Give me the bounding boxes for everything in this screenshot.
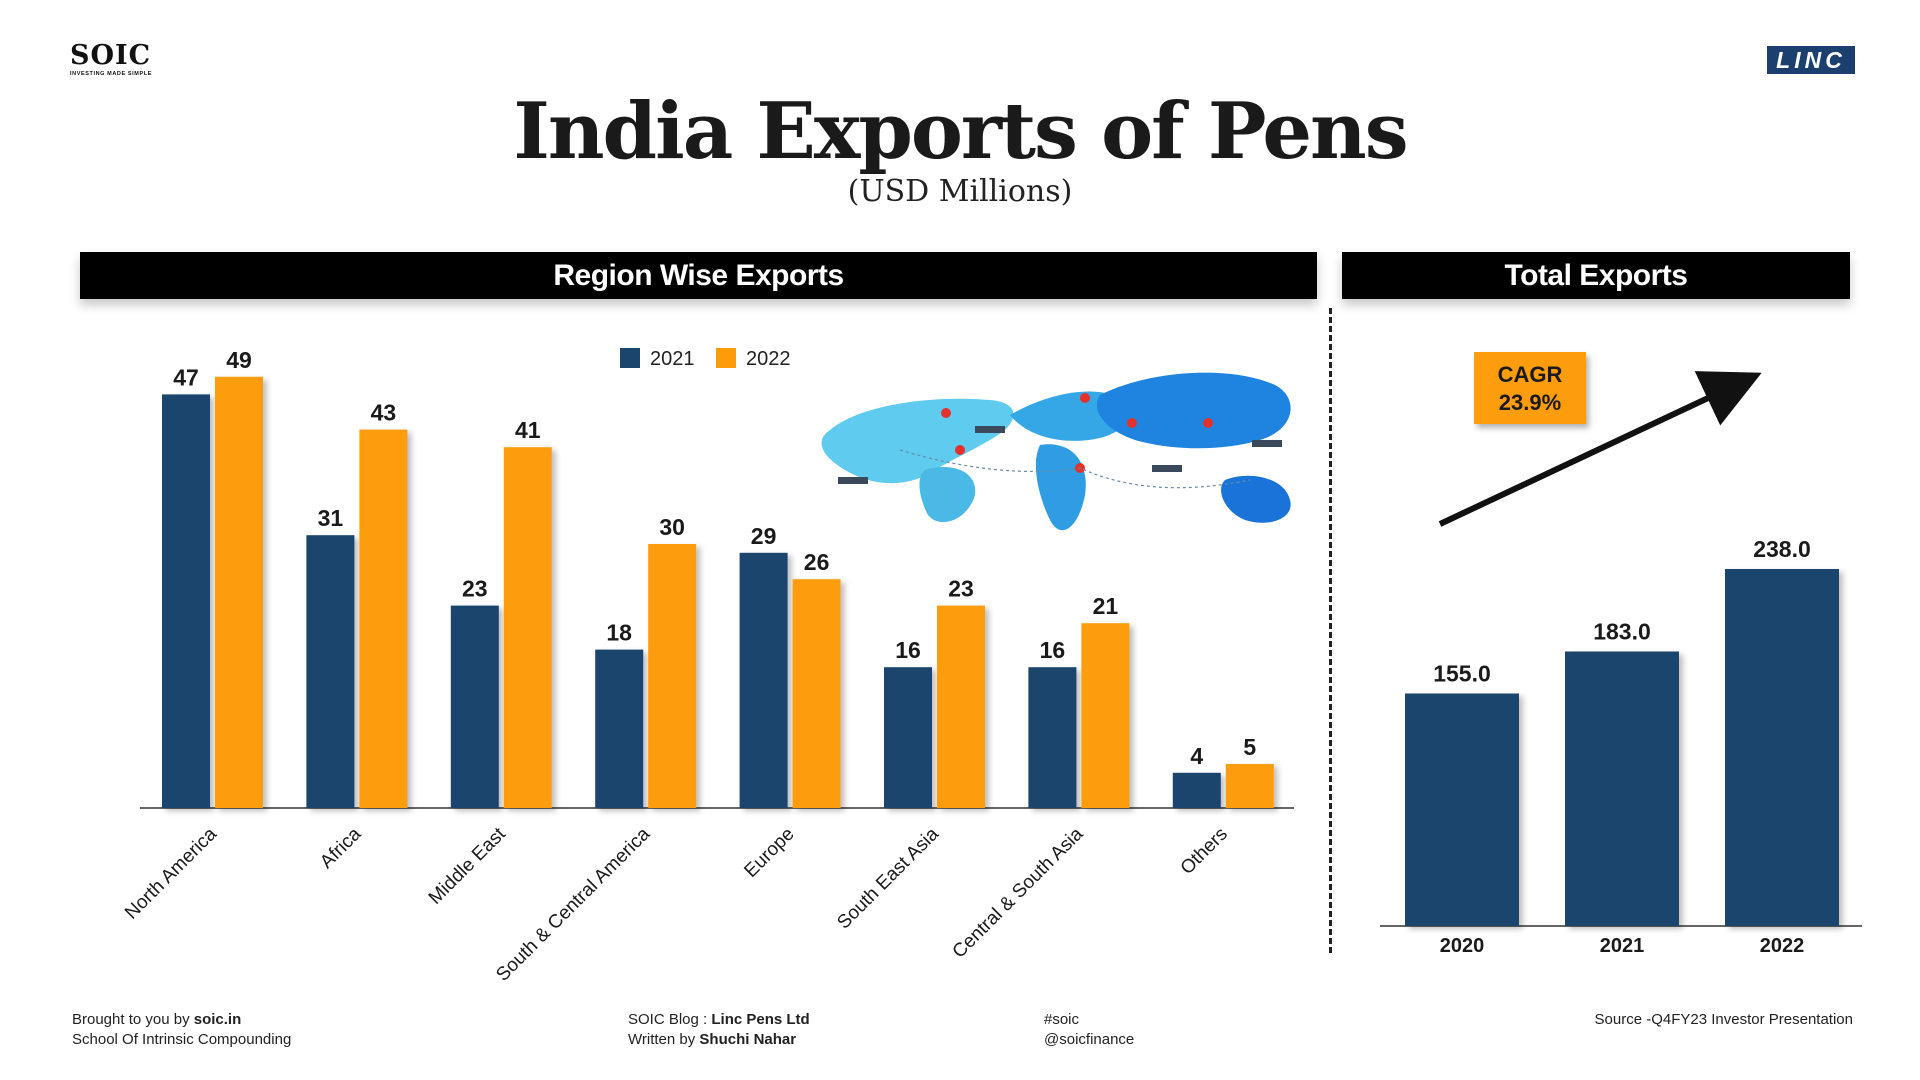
cagr-label: CAGR <box>1498 362 1563 387</box>
bar-2022 <box>937 605 985 808</box>
soic-logo-text: SOIC <box>70 40 152 71</box>
footer-social: #soic @soicfinance <box>1044 1010 1134 1050</box>
footer-author: Shuchi Nahar <box>699 1031 797 1048</box>
bar-value-label: 41 <box>515 417 541 443</box>
category-tick-label: Others <box>1177 824 1232 879</box>
legend-label-2022: 2022 <box>746 348 791 370</box>
bar-2021 <box>884 667 932 808</box>
bar-value-label: 26 <box>804 549 830 575</box>
region-exports-banner: Region Wise Exports <box>80 252 1317 299</box>
category-tick-label: South East Asia <box>833 823 943 933</box>
linc-logo: LINC <box>1767 46 1855 74</box>
bar-value-label: 21 <box>1093 593 1119 619</box>
year-tick-label: 2021 <box>1600 935 1645 957</box>
growth-arrow <box>1438 371 1762 527</box>
total-bar <box>1725 569 1839 926</box>
year-tick-label: 2020 <box>1440 935 1485 957</box>
cagr-box: CAGR 23.9% <box>1474 352 1586 424</box>
chart-legend: 2021 2022 <box>620 348 791 370</box>
bar-2021 <box>595 649 644 808</box>
bar-2021 <box>162 394 210 808</box>
footer-author-prefix: Written by <box>628 1031 700 1048</box>
bar-2021 <box>306 535 355 808</box>
footer-hashtag: #soic <box>1044 1011 1080 1028</box>
bar-value-label: 16 <box>1040 637 1066 663</box>
bar-value-label: 18 <box>606 620 632 646</box>
map-pin-icon <box>1075 463 1085 473</box>
bar-2021 <box>1028 667 1077 808</box>
world-map-illustration <box>821 372 1291 531</box>
bar-2021 <box>739 552 788 808</box>
map-pin-icon <box>941 408 951 418</box>
ship-icon <box>1152 465 1182 472</box>
page-title: India Exports of Pens <box>513 86 1408 177</box>
bar-2022 <box>215 376 263 808</box>
bar-value-label: 43 <box>371 400 397 426</box>
total-bar <box>1565 651 1679 926</box>
bar-value-label: 23 <box>948 576 974 602</box>
bar-value-label: 5 <box>1243 734 1256 760</box>
cagr-value: 23.9% <box>1499 390 1561 415</box>
ship-icon <box>838 477 868 484</box>
page-subtitle: (USD Millions) <box>847 174 1073 209</box>
footer-blog-prefix: SOIC Blog : <box>628 1011 712 1028</box>
category-tick-label: Middle East <box>425 823 511 909</box>
bar-value-label: 47 <box>173 364 199 390</box>
ship-icon <box>1252 440 1282 447</box>
legend-label-2021: 2021 <box>650 348 695 370</box>
footer-source: Source -Q4FY23 Investor Presentation <box>1594 1011 1853 1028</box>
footer-credit: Brought to you by soic.in School Of Intr… <box>72 1010 291 1050</box>
soic-logo-tagline: INVESTING MADE SIMPLE <box>70 71 152 77</box>
category-tick-label: Africa <box>316 823 365 872</box>
total-exports-chart: 155.0 2020 183.0 2021 238.0 2022 <box>1380 536 1862 957</box>
map-pin-icon <box>1203 418 1213 428</box>
bar-2022 <box>1081 623 1130 808</box>
total-bar <box>1405 693 1519 926</box>
legend-swatch-2021 <box>620 348 640 368</box>
map-pin-icon <box>955 445 965 455</box>
category-tick-label: Central & South Asia <box>949 823 1088 962</box>
bar-value-label: 31 <box>318 505 344 531</box>
footer-handle: @soicfinance <box>1044 1031 1135 1048</box>
bar-2021 <box>1172 772 1221 808</box>
total-bar-value-label: 238.0 <box>1753 536 1811 562</box>
panel-divider <box>1329 308 1332 953</box>
legend-swatch-2022 <box>716 348 736 368</box>
bar-2021 <box>450 605 499 808</box>
bar-value-label: 30 <box>659 514 685 540</box>
footer-blog: SOIC Blog : Linc Pens Ltd Written by Shu… <box>628 1010 810 1050</box>
year-tick-label: 2022 <box>1760 935 1805 957</box>
bar-2022 <box>359 429 408 808</box>
category-tick-label: Europe <box>740 824 798 882</box>
bar-2022 <box>1225 764 1274 808</box>
bar-value-label: 16 <box>895 637 921 663</box>
total-bar-value-label: 155.0 <box>1433 661 1491 687</box>
bar-value-label: 49 <box>226 347 252 373</box>
bar-2022 <box>648 544 697 808</box>
soic-logo: SOIC INVESTING MADE SIMPLE <box>70 40 190 78</box>
footer-credit-prefix: Brought to you by <box>72 1011 194 1028</box>
bar-2022 <box>792 579 841 808</box>
bar-value-label: 23 <box>462 576 488 602</box>
footer-blog-company: Linc Pens Ltd <box>711 1011 810 1028</box>
region-exports-chart: 47 49 North America 31 43 Africa 23 41 Middle Ea… <box>121 347 1294 986</box>
bar-2022 <box>503 447 552 808</box>
total-exports-banner: Total Exports <box>1342 252 1850 299</box>
bar-value-label: 29 <box>751 523 777 549</box>
map-pin-icon <box>1127 418 1137 428</box>
bar-value-label: 4 <box>1190 743 1203 769</box>
category-tick-label: South & Central America <box>492 823 654 985</box>
footer-credit-link: soic.in <box>193 1011 242 1028</box>
total-bar-value-label: 183.0 <box>1593 619 1651 645</box>
ship-icon <box>975 426 1005 433</box>
footer-school: School Of Intrinsic Compounding <box>72 1031 292 1048</box>
category-tick-label: North America <box>121 823 221 923</box>
map-pin-icon <box>1080 393 1090 403</box>
